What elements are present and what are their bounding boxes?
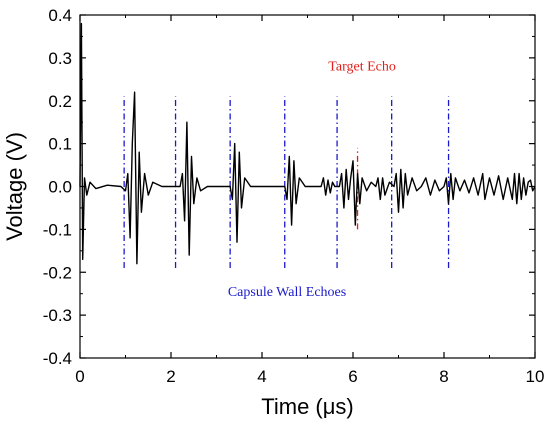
x-tick-label: 6: [348, 367, 357, 386]
y-tick-label: -0.1: [43, 220, 72, 239]
y-tick-label: 0.4: [48, 6, 72, 25]
series-layer: [79, 22, 536, 265]
y-tick-label: 0.3: [48, 49, 72, 68]
y-tick-label: -0.3: [43, 306, 72, 325]
x-axis-ticks: 0 2 4 6 8 10: [75, 15, 544, 386]
x-tick-label: 8: [439, 367, 448, 386]
y-tick-label: -0.2: [43, 263, 72, 282]
annotations: Target Echo Capsule Wall Echoes: [228, 60, 396, 300]
x-tick-label: 2: [166, 367, 175, 386]
y-tick-label: 0.2: [48, 92, 72, 111]
capsule-wall-echoes-label: Capsule Wall Echoes: [228, 285, 346, 300]
y-axis-title: Voltage (V): [2, 132, 27, 241]
y-axis-ticks: 0.4 0.3 0.2 0.1 0.0 -0.1 -0.2 -0.3 -0.4: [43, 6, 535, 368]
y-tick-label: 0.0: [48, 178, 72, 197]
y-tick-label: -0.4: [43, 349, 72, 368]
x-tick-label: 0: [75, 367, 84, 386]
target-echo-label: Target Echo: [328, 60, 396, 75]
x-tick-label: 10: [526, 367, 545, 386]
series-line-1: [79, 22, 536, 265]
y-tick-label: 0.1: [48, 135, 72, 154]
x-tick-label: 4: [257, 367, 266, 386]
reference-lines: [123, 96, 450, 268]
x-axis-title: Time (μs): [261, 394, 354, 419]
